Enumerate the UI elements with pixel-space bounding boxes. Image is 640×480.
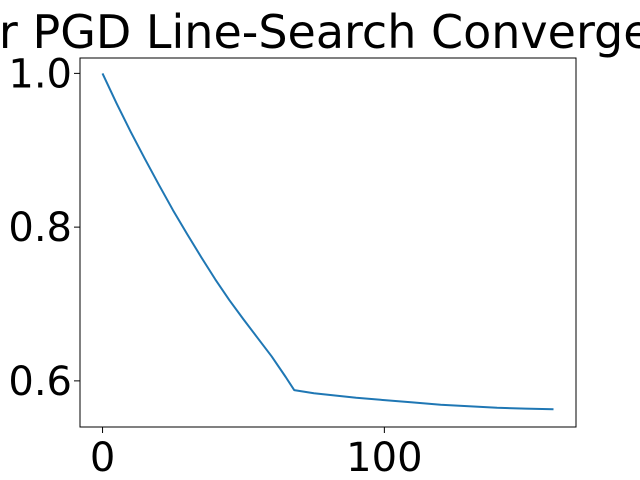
plot-frame [79,57,577,428]
chart-title: Error PGD Line-Search Convergence [0,5,640,59]
y-tick-label: 1.0 [8,51,72,97]
y-axis: 0.6 0.8 1.0 [8,51,80,405]
y-tick-label: 0.6 [8,359,72,405]
series-layer [101,72,554,411]
series-line [101,72,554,411]
y-tick-label: 0.8 [8,205,72,251]
plot-area [79,57,577,428]
x-axis: 0 100 [90,427,423,480]
x-tick-label: 100 [346,435,422,480]
x-tick-label: 0 [90,435,115,480]
